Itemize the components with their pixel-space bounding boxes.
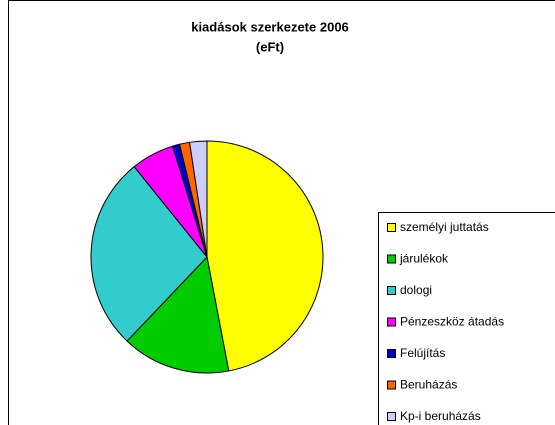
chart-title: kiadások szerkezete 2006 [191,19,349,34]
legend-swatch [387,380,396,390]
pie-slice [126,255,230,374]
pie-slice [90,165,208,342]
legend-label: személyi juttatás [400,220,489,234]
legend-label: Beruházás [400,378,457,392]
legend-swatch [387,412,396,421]
pie-slice [189,140,208,258]
legend-swatch [387,317,396,327]
legend-swatch [387,223,396,232]
legend-label: Felújítás [400,346,445,360]
legend-swatch [387,349,396,358]
legend-label: járulékok [399,252,449,266]
legend [378,212,555,425]
legend-swatch [387,286,396,295]
legend-swatch [387,254,396,264]
legend-label: Kp-i beruházás [400,409,481,423]
legend-label: dologi [400,283,432,297]
chart-title: (eFt) [256,39,284,54]
legend-label: Pénzeszköz átadás [400,315,504,329]
pie-slice [206,140,324,372]
